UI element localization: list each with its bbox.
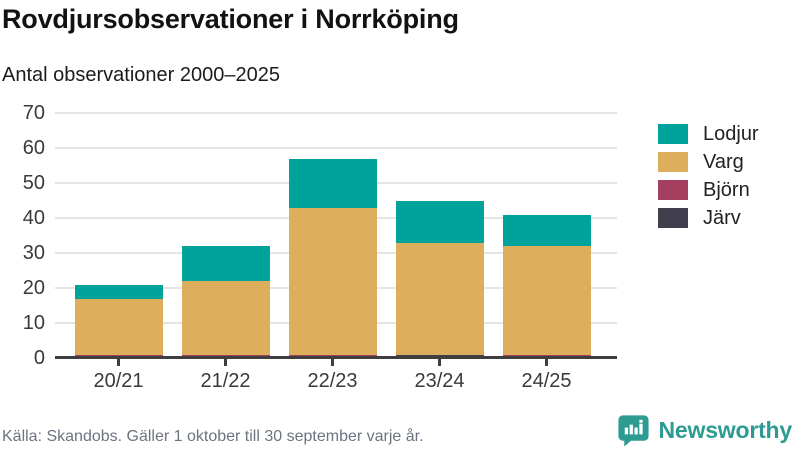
bar-chart: 0 10 20 30 40 50 60 70 20/21 21/22 22/23 23/24 24/2… [0, 102, 648, 405]
x-tick-label: 24/25 [521, 370, 572, 392]
bar-segment-lodjur-23-24 [395, 200, 484, 243]
bar-segment-varg-24-25 [502, 246, 591, 355]
gridline [55, 112, 617, 114]
bar-segment-lodjur-20-21 [74, 284, 163, 299]
y-tick-label: 60 [22, 137, 45, 159]
page-title: Rovdjursobservationer i Norrköping [2, 4, 459, 34]
legend-item-lodjur: Lodjur [658, 122, 798, 145]
legend-label: Varg [703, 150, 744, 173]
legend-swatch [658, 180, 688, 200]
y-tick-label: 50 [22, 172, 45, 194]
legend: Lodjur Varg Björn Järv [658, 122, 798, 236]
y-tick-label: 0 [33, 347, 45, 369]
gridline [55, 147, 617, 149]
bar-segment-varg-22-23 [288, 207, 377, 355]
x-tick-label: 21/22 [200, 370, 251, 392]
y-tick-label: 70 [22, 102, 45, 124]
legend-label: Björn [703, 178, 750, 201]
bar-segment-varg-21-22 [181, 281, 270, 355]
legend-item-björn: Björn [658, 178, 798, 201]
bar-segment-varg-23-24 [395, 242, 484, 355]
x-tick-label: 23/24 [414, 370, 465, 392]
legend-swatch [658, 152, 688, 172]
x-tick-label: 22/23 [307, 370, 358, 392]
x-axis-tick [224, 359, 227, 366]
bar-segment-lodjur-24-25 [502, 214, 591, 246]
y-tick-label: 40 [22, 207, 45, 229]
legend-item-varg: Varg [658, 150, 798, 173]
y-tick-label: 20 [22, 277, 45, 299]
bar-segment-lodjur-22-23 [288, 158, 377, 208]
x-axis-line [55, 356, 617, 359]
x-axis-tick [438, 359, 441, 366]
legend-label: Lodjur [703, 122, 759, 145]
y-tick-label: 10 [22, 312, 45, 334]
legend-item-järv: Järv [658, 206, 798, 229]
newsworthy-bubble-icon [617, 415, 649, 447]
x-axis-tick [545, 359, 548, 366]
legend-swatch [658, 124, 688, 144]
chart-subtitle: Antal observationer 2000–2025 [2, 64, 280, 86]
bar-segment-lodjur-21-22 [181, 246, 270, 281]
bar-segment-varg-20-21 [74, 298, 163, 355]
x-axis-tick [331, 359, 334, 366]
source-note: Källa: Skandobs. Gäller 1 oktober till 3… [2, 428, 424, 445]
legend-label: Järv [703, 206, 741, 229]
legend-swatch [658, 208, 688, 228]
y-tick-label: 30 [22, 242, 45, 264]
newsworthy-wordmark: Newsworthy [658, 417, 793, 443]
newsworthy-logo: Newsworthy [616, 413, 792, 448]
x-axis-tick [117, 359, 120, 366]
x-tick-label: 20/21 [93, 370, 144, 392]
